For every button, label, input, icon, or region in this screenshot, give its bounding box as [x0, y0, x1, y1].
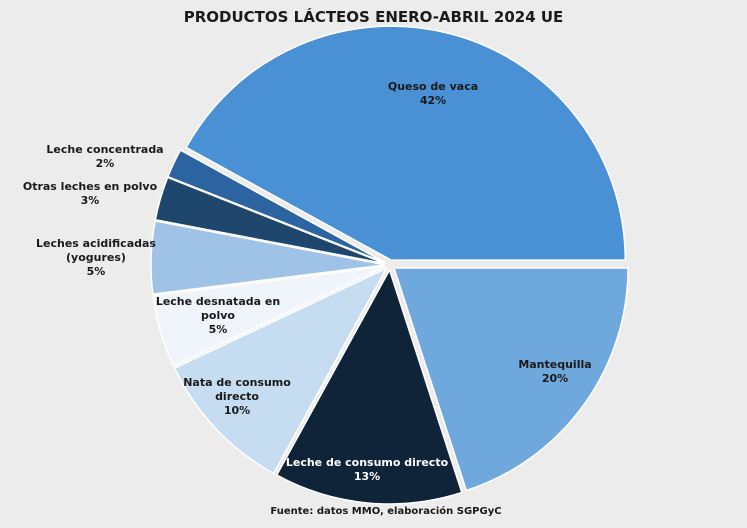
slice-label: Mantequilla 20% [500, 358, 610, 386]
category-label: Otras leches en polvo [22, 180, 158, 193]
pie-slice [154, 176, 386, 265]
category-label: Mantequilla [518, 358, 592, 371]
pie-slice [150, 220, 386, 296]
category-label: Nata de consumo directo [183, 376, 291, 403]
value-label: 42% [419, 94, 447, 107]
pie-slice [173, 266, 389, 475]
value-label: 3% [80, 194, 100, 207]
slice-label: Otras leches en polvo 3% [20, 180, 160, 208]
value-label: 20% [541, 372, 569, 385]
pie-slice [393, 267, 629, 492]
pie-slice [152, 265, 386, 368]
value-label: 2% [95, 157, 115, 170]
value-label: 5% [208, 323, 228, 336]
pie-slice [185, 25, 626, 261]
slice-label: Leches acidificadas (yogures) 5% [31, 237, 161, 279]
pie-slice [166, 149, 386, 264]
slice-label: Nata de consumo directo 10% [182, 376, 292, 418]
category-label: Leches acidificadas (yogures) [36, 237, 156, 264]
slice-label: Leche concentrada 2% [40, 143, 170, 171]
chart-title: PRODUCTOS LÁCTEOS ENERO-ABRIL 2024 UE [183, 8, 564, 26]
category-label: Queso de vaca [387, 80, 479, 93]
category-label: Leche desnatada en polvo [155, 295, 281, 322]
value-label: 10% [223, 404, 251, 417]
category-label: Leche de consumo directo [285, 456, 449, 469]
value-label: 13% [353, 470, 381, 483]
pie-slice [275, 268, 463, 505]
slice-label: Queso de vaca 42% [373, 80, 493, 108]
slice-label: Leche de consumo directo 13% [282, 456, 452, 484]
category-label: Leche concentrada [46, 143, 164, 156]
source-note: Fuente: datos MMO, elaboración SGPGyC [270, 506, 502, 517]
slice-label: Leche desnatada en polvo 5% [153, 295, 283, 337]
value-label: 5% [86, 265, 106, 278]
